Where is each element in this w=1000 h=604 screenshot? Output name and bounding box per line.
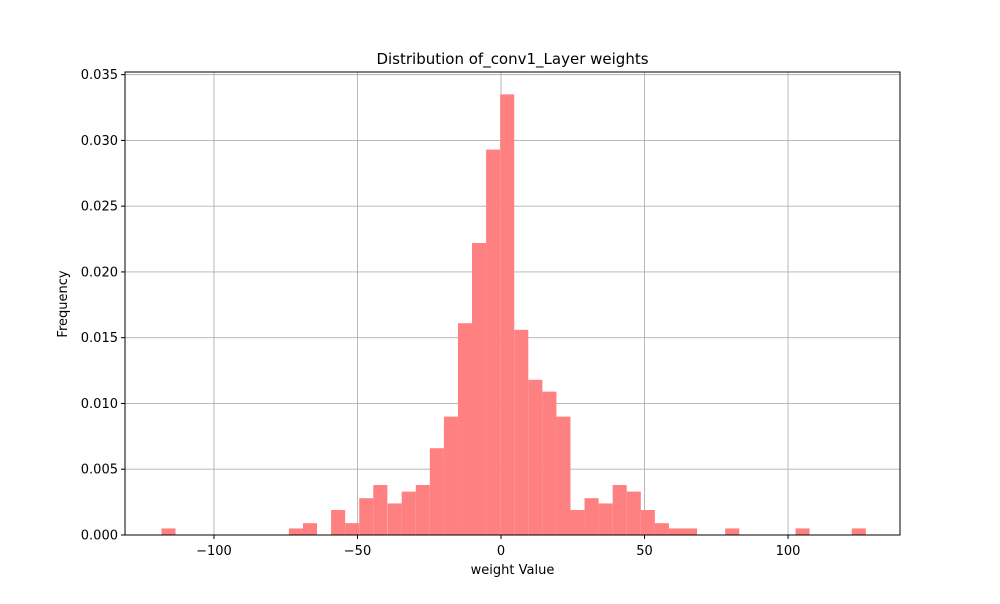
histogram-bar <box>528 379 543 535</box>
y-tick-label: 0.025 <box>81 200 118 215</box>
histogram-bar <box>331 510 346 535</box>
y-tick-label: 0.030 <box>81 134 118 149</box>
histogram-bar <box>161 528 176 535</box>
histogram-bar <box>514 329 529 535</box>
y-tick-label: 0.020 <box>81 265 118 280</box>
histogram-bars <box>161 94 866 536</box>
histogram-bar <box>429 448 444 535</box>
y-tick-label: 0.010 <box>81 397 118 412</box>
histogram-bar <box>457 323 473 535</box>
plot-frame <box>124 71 901 536</box>
x-axis-ticks: −100 −50 0 50 100 <box>196 535 800 559</box>
histogram-bar <box>387 503 402 535</box>
y-tick-label: 0.005 <box>81 463 118 478</box>
y-axis-label: Frequency <box>56 270 71 337</box>
histogram-bar <box>345 523 360 535</box>
histogram-bar <box>612 485 627 535</box>
histogram-bar <box>626 491 641 535</box>
histogram-bar <box>668 528 683 535</box>
y-axis-ticks: 0.000 0.005 0.010 0.015 0.020 0.025 0.030 0.035 <box>81 68 125 544</box>
histogram-bar <box>654 523 669 535</box>
histogram-bar <box>851 528 866 535</box>
y-tick-label: 0.035 <box>81 68 118 83</box>
x-tick-label: 50 <box>636 544 653 559</box>
histogram-bar <box>795 528 810 535</box>
histogram-bar <box>486 149 501 536</box>
histogram-bar <box>725 528 740 535</box>
histogram-bar <box>359 498 374 535</box>
histogram-bar <box>415 485 430 535</box>
histogram-bar <box>472 242 487 535</box>
histogram-bar <box>401 491 416 535</box>
x-tick-label: −100 <box>196 544 232 559</box>
histogram-bar <box>584 498 599 535</box>
y-tick-label: 0.000 <box>81 529 118 544</box>
x-tick-label: −50 <box>344 544 371 559</box>
chart-title: Distribution of_conv1_Layer weights <box>376 50 648 69</box>
histogram-bar <box>556 416 571 535</box>
histogram-bar <box>640 510 655 535</box>
histogram-bar <box>542 391 557 535</box>
histogram-bar <box>500 94 515 536</box>
histogram-bar <box>302 523 318 535</box>
histogram-bar <box>443 416 458 535</box>
x-tick-label: 100 <box>776 544 801 559</box>
histogram-bar <box>683 528 698 535</box>
x-tick-label: 0 <box>497 544 505 559</box>
x-axis-label: weight Value <box>471 563 555 578</box>
histogram-bar <box>288 528 303 535</box>
histogram-bar <box>598 503 613 535</box>
histogram-bar <box>570 510 585 535</box>
histogram-bar <box>373 485 388 535</box>
y-tick-label: 0.015 <box>81 331 118 346</box>
